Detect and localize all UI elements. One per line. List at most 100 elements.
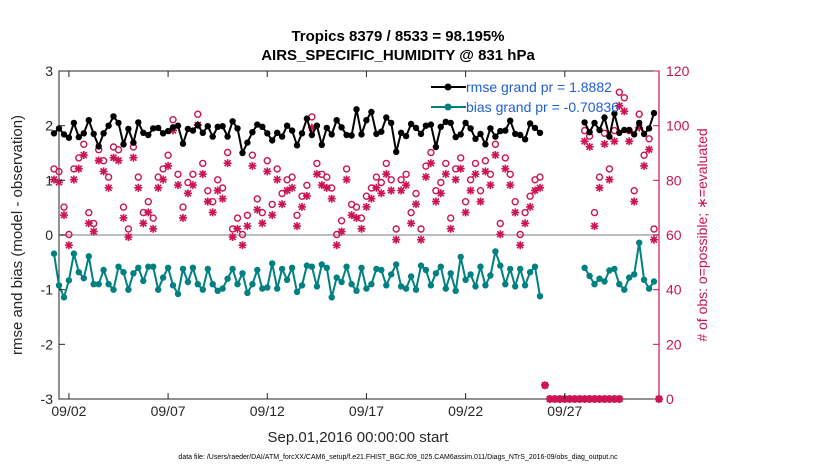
- rmse-point: [254, 121, 261, 128]
- bias-point: [100, 266, 107, 274]
- obs-possible-marker: [119, 203, 128, 211]
- rmse-late-point: [591, 119, 598, 127]
- y-right-tick-label: 60: [666, 227, 682, 243]
- y-tick-label: 1: [45, 172, 53, 188]
- obs-possible-marker: [179, 203, 187, 211]
- obs-evaluated-stroke: [422, 173, 430, 181]
- rmse-late-point: [645, 125, 653, 132]
- obs-evaluated-stroke: [352, 214, 361, 222]
- bias-late-point: [581, 264, 588, 271]
- bias-point: [239, 270, 246, 277]
- bias-point: [412, 286, 420, 293]
- rmse-point: [442, 118, 449, 126]
- bias-point: [328, 294, 335, 301]
- rmse-point: [209, 133, 216, 140]
- bias-late-point: [591, 281, 598, 288]
- obs-evaluated-marker: [377, 189, 386, 198]
- obs-possible-marker: [293, 211, 301, 220]
- obs-possible-marker: [357, 214, 366, 222]
- rmse-point: [393, 148, 400, 156]
- obs-evaluated-marker: [203, 197, 212, 206]
- bias-point: [308, 263, 316, 270]
- marks-layer: [50, 88, 663, 403]
- bias-point: [244, 289, 251, 297]
- obs-evaluated-marker: [476, 197, 485, 206]
- obs-possible-marker: [337, 217, 346, 225]
- obs-evaluated-marker: [397, 186, 406, 195]
- obs-possible-marker: [65, 230, 73, 239]
- obs-evaluated-stroke: [114, 156, 123, 165]
- obs-possible-marker: [124, 225, 133, 233]
- rmse-point: [283, 122, 291, 129]
- rmse-point: [274, 129, 281, 136]
- obs-possible-marker: [595, 173, 604, 181]
- obs-possible-marker: [99, 156, 108, 165]
- rmse-point: [323, 124, 330, 132]
- obs-evaluated-marker: [69, 175, 78, 184]
- rmse-late-point: [601, 114, 608, 121]
- rmse-point: [348, 132, 355, 139]
- obs-evaluated-marker: [625, 137, 634, 146]
- obs-evaluated-marker: [357, 224, 366, 233]
- obs-possible-marker: [268, 200, 276, 209]
- bias-late-point: [645, 285, 653, 292]
- rmse-point: [249, 129, 256, 136]
- obs-evaluated-stroke: [412, 200, 420, 208]
- bias-point: [135, 264, 142, 271]
- bias-point: [75, 269, 83, 276]
- obs-evaluated-stroke: [224, 159, 232, 167]
- obs-possible-marker: [89, 219, 98, 228]
- legend: rmse grand pr = 1.8882 bias grand pr = -…: [431, 79, 619, 115]
- obs-evaluated-stroke: [100, 167, 108, 175]
- bias-point: [224, 275, 231, 282]
- obs-evaluated-stroke: [486, 181, 494, 189]
- obs-evaluated-marker: [60, 211, 68, 220]
- obs-evaluated-marker: [367, 194, 376, 203]
- obs-possible-marker: [417, 225, 425, 233]
- obs-evaluated-stroke: [154, 184, 162, 192]
- obs-possible-marker: [526, 192, 534, 200]
- obs-evaluated-marker: [640, 161, 649, 170]
- rmse-late-point: [606, 133, 613, 140]
- obs-evaluated-stroke: [387, 186, 395, 195]
- obs-evaluated-stroke: [476, 197, 485, 206]
- obs-possible-marker: [104, 173, 113, 181]
- bias-point: [348, 281, 355, 288]
- bias-point: [219, 285, 226, 292]
- obs-evaluated-marker: [426, 159, 435, 168]
- obs-possible-marker: [476, 186, 485, 195]
- bias-late-point: [606, 267, 613, 274]
- obs-evaluated-marker: [501, 164, 510, 173]
- obs-evaluated-stroke: [382, 170, 390, 178]
- bias-late-point: [650, 278, 658, 285]
- rmse-point: [135, 119, 142, 126]
- obs-evaluated-stroke: [427, 159, 435, 167]
- bias-point: [234, 281, 241, 288]
- obs-evaluated-marker: [580, 137, 589, 146]
- obs-evaluated-stroke: [258, 219, 266, 227]
- obs-evaluated-marker: [590, 222, 599, 231]
- rmse-point: [427, 121, 435, 128]
- obs-evaluated-stroke: [372, 184, 380, 192]
- bias-late-point: [611, 265, 618, 273]
- rmse-point: [358, 131, 365, 138]
- y-tick-label: 3: [45, 63, 53, 79]
- rmse-late-point: [631, 131, 638, 138]
- bias-point: [363, 285, 370, 292]
- obs-evaluated-stroke: [471, 170, 480, 178]
- bias-late-point: [586, 272, 593, 280]
- obs-evaluated-stroke: [144, 208, 152, 216]
- bias-point: [402, 285, 410, 292]
- rmse-point: [368, 108, 375, 116]
- bias-point: [521, 282, 529, 289]
- obs-evaluated-marker: [243, 222, 252, 231]
- bias-point: [318, 261, 325, 268]
- rmse-point: [422, 122, 430, 129]
- rmse-point: [388, 119, 395, 127]
- obs-possible-marker: [149, 214, 157, 222]
- y-right-tick-label: 80: [666, 172, 682, 188]
- obs-evaluated-marker: [327, 194, 336, 203]
- rmse-late-point: [616, 129, 623, 136]
- bias-point: [125, 286, 132, 293]
